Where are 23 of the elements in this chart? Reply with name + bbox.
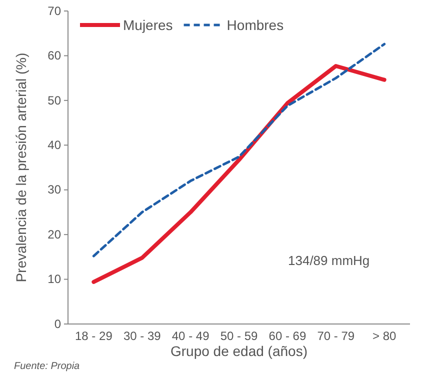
annotation: 134/89 mmHg (288, 253, 370, 268)
x-tick-label: 50 - 59 (220, 329, 258, 344)
y-tick-label: 50 (48, 93, 62, 108)
y-tick-label: 0 (54, 316, 62, 331)
x-axis-title: Grupo de edad (años) (170, 343, 308, 359)
x-tick-label: 30 - 39 (123, 329, 162, 344)
y-tick-label: 70 (48, 4, 62, 18)
y-tick-label: 10 (48, 272, 62, 286)
y-tick-label: 60 (48, 48, 62, 63)
legend-label: Mujeres (123, 17, 173, 33)
x-tick-label: 18 - 29 (74, 329, 113, 344)
y-tick-label: 30 (48, 182, 62, 197)
source-note: Fuente: Propia (14, 361, 80, 372)
x-tick-label: 40 - 49 (172, 329, 210, 344)
y-tick-label: 40 (48, 138, 62, 152)
y-axis-title: Prevalencia de la presión arterial (%) (13, 52, 29, 282)
line-series (92, 64, 386, 284)
x-tick-label: > 80 (372, 329, 396, 344)
legend-label: Hombres (226, 17, 284, 33)
line-series (92, 42, 386, 258)
y-tick-label: 20 (48, 227, 62, 242)
x-tick-label: 60 - 69 (268, 329, 306, 344)
x-tick-label: 70 - 79 (317, 329, 355, 344)
